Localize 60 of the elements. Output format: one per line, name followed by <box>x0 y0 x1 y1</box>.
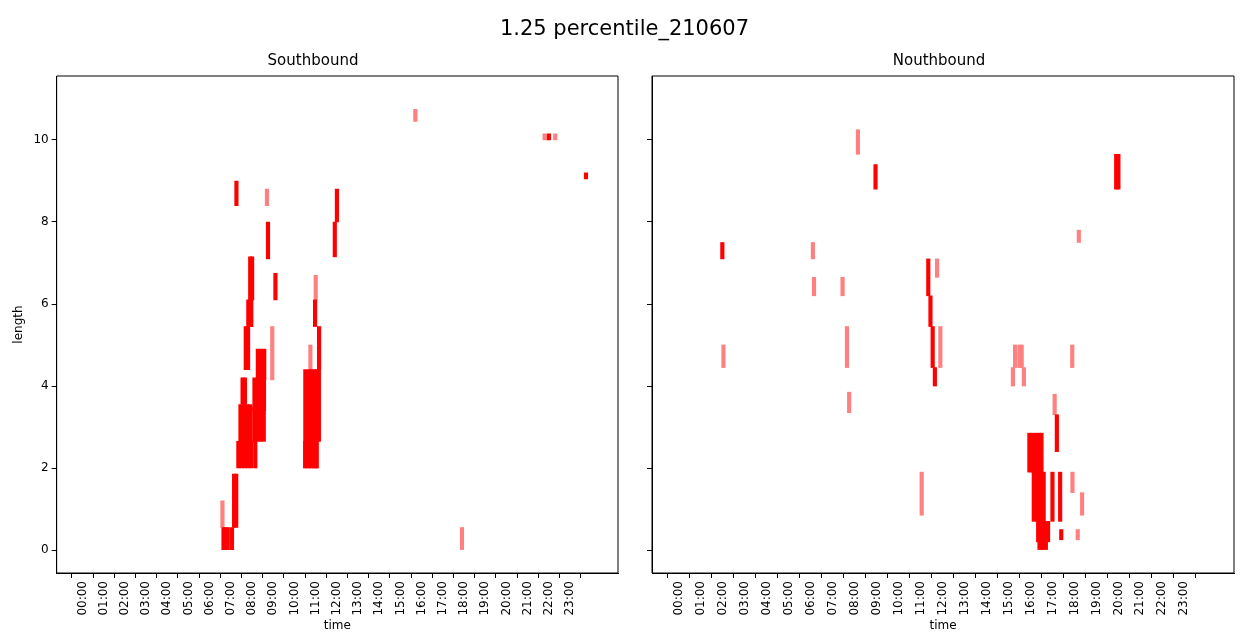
x-axis-title: time <box>929 617 957 632</box>
x-tick-label: 04:00 <box>758 581 773 616</box>
x-axis-title: time <box>323 617 351 632</box>
x-tick-label: 04:00 <box>159 581 174 616</box>
x-tick-label: 09:00 <box>868 581 883 616</box>
chart-subtitle: Nouthbound <box>892 50 986 69</box>
x-tick-label: 02:00 <box>714 581 729 616</box>
y-tick-label: 6 <box>41 296 49 311</box>
x-tick-label: 14:00 <box>371 581 386 616</box>
x-tick-label: 17:00 <box>1044 581 1059 616</box>
x-tick-label: 15:00 <box>392 581 407 616</box>
x-tick-label: 12:00 <box>934 581 949 616</box>
x-tick-label: 03:00 <box>736 581 751 616</box>
chart-subtitle: Southbound <box>267 50 359 69</box>
x-tick-label: 13:00 <box>350 581 365 616</box>
x-tick-label: 02:00 <box>117 581 132 616</box>
x-tick-label: 11:00 <box>912 581 927 616</box>
chart-title: 1.25 percentile_210607 <box>498 15 751 43</box>
x-tick-label: 23:00 <box>1176 581 1191 616</box>
x-tick-label: 06:00 <box>201 581 216 616</box>
x-tick-label: 17:00 <box>435 581 450 616</box>
x-tick-label: 05:00 <box>180 581 195 616</box>
x-tick-label: 16:00 <box>413 581 428 616</box>
x-tick-label: 07:00 <box>824 581 839 616</box>
x-tick-label: 23:00 <box>562 581 577 616</box>
x-tick-label: 22:00 <box>541 581 556 616</box>
x-tick-label: 08:00 <box>846 581 861 616</box>
x-tick-label: 07:00 <box>223 581 238 616</box>
x-tick-label: 10:00 <box>286 581 301 616</box>
x-tick-label: 00:00 <box>74 581 89 616</box>
x-tick-label: 10:00 <box>890 581 905 616</box>
x-tick-label: 00:00 <box>670 581 685 616</box>
x-tick-label: 18:00 <box>1066 581 1081 616</box>
y-axis-title: length <box>11 305 26 344</box>
x-tick-label: 19:00 <box>1088 581 1103 616</box>
x-tick-label: 06:00 <box>802 581 817 616</box>
x-tick-label: 11:00 <box>307 581 322 616</box>
x-tick-label: 01:00 <box>692 581 707 616</box>
x-tick-label: 20:00 <box>1110 581 1125 616</box>
x-tick-label: 20:00 <box>498 581 513 616</box>
x-tick-label: 12:00 <box>329 581 344 616</box>
x-tick-label: 19:00 <box>477 581 492 616</box>
x-tick-label: 01:00 <box>95 581 110 616</box>
x-tick-label: 03:00 <box>138 581 153 616</box>
x-tick-label: 05:00 <box>780 581 795 616</box>
y-tick-label: 2 <box>41 460 49 475</box>
x-tick-label: 09:00 <box>265 581 280 616</box>
x-tick-label: 08:00 <box>244 581 259 616</box>
x-tick-label: 21:00 <box>1132 581 1147 616</box>
x-tick-label: 14:00 <box>978 581 993 616</box>
y-tick-label: 8 <box>41 214 49 229</box>
x-tick-label: 22:00 <box>1154 581 1169 616</box>
x-tick-label: 21:00 <box>519 581 534 616</box>
y-tick-label: 0 <box>41 542 49 557</box>
x-tick-label: 13:00 <box>956 581 971 616</box>
x-tick-label: 18:00 <box>456 581 471 616</box>
x-tick-label: 15:00 <box>1000 581 1015 616</box>
x-tick-label: 16:00 <box>1022 581 1037 616</box>
y-tick-label: 4 <box>41 378 49 393</box>
y-tick-label: 10 <box>33 132 49 147</box>
